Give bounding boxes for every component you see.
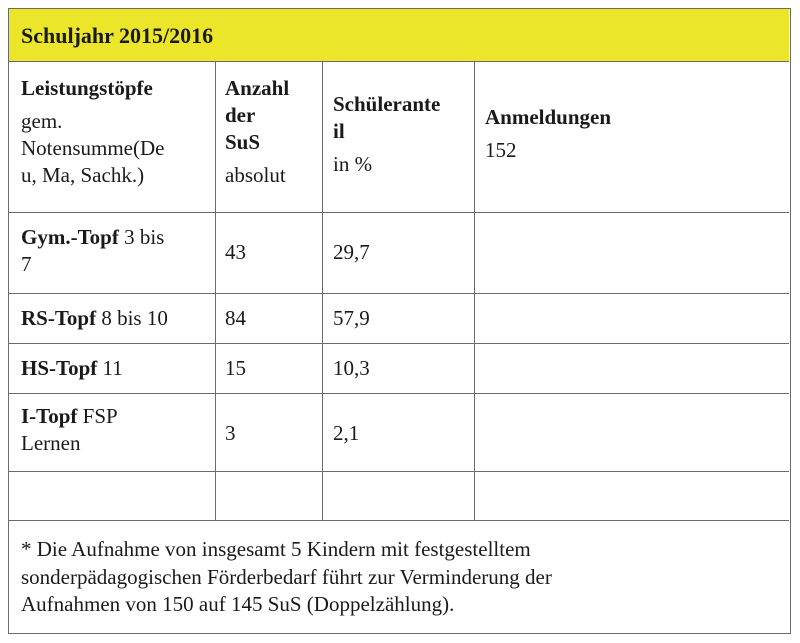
row-4-name-rest-2: Lernen <box>21 430 81 455</box>
rule-below-row-1 <box>9 293 789 294</box>
header-count-line-2: der <box>225 102 256 127</box>
col-divider-1 <box>215 61 216 520</box>
header-count-line-1: Anzahl <box>225 76 290 100</box>
table-row-2-share: 57,9 <box>333 306 370 330</box>
header-share-line-1: Schülerante <box>333 92 441 116</box>
row-2-name-rest: 8 bis 10 <box>96 306 168 330</box>
row-2-name-bold: RS-Topf <box>21 306 97 330</box>
table-row-1-name: Gym.-Topf 3 bis 7 <box>21 224 211 278</box>
header-categories-line-1: gem. <box>21 108 63 133</box>
table-row-1-count: 43 <box>225 240 246 264</box>
table-row-3-count: 15 <box>225 356 246 380</box>
header-count: Anzahl der SuS absolut <box>225 75 320 189</box>
enrollment-table: Schuljahr 2015/2016 Leistungstöpfe gem. … <box>8 8 791 634</box>
table-row-3-share: 10,3 <box>333 356 370 380</box>
header-categories: Leistungstöpfe gem. Notensumme(De u, Ma,… <box>21 75 211 189</box>
header-registrations-title: Anmeldungen <box>485 105 612 129</box>
row-1-name-rest: 3 bis <box>118 225 165 249</box>
header-count-sub: absolut <box>225 162 286 187</box>
col-divider-3 <box>474 61 475 520</box>
header-categories-line-3: u, Ma, Sachk.) <box>21 162 145 187</box>
header-registrations: Anmeldungen 152 <box>485 104 775 164</box>
footnote-line-3: Aufnahmen von 150 auf 145 SuS (Doppelzäh… <box>21 592 455 617</box>
header-share-line-2: il <box>333 118 345 143</box>
table-row-4-count: 3 <box>225 421 236 445</box>
footnote-line-1: * Die Aufnahme von insgesamt 5 Kindern m… <box>21 537 531 561</box>
row-4-name-rest: FSP <box>77 404 118 428</box>
header-share: Schülerante il in % <box>333 91 473 178</box>
rule-below-row-4 <box>9 471 789 472</box>
table-row-2-name: RS-Topf 8 bis 10 <box>21 305 216 332</box>
row-4-name-bold: I-Topf <box>21 404 78 428</box>
row-1-name-bold: Gym.-Topf <box>21 225 119 249</box>
table-row-4-name: I-Topf FSP Lernen <box>21 403 211 457</box>
footnote-line-2: sonderpädagogischen Förderbedarf führt z… <box>21 564 552 589</box>
rule-below-row-3 <box>9 393 789 394</box>
row-3-name-rest: 11 <box>97 356 123 380</box>
rule-above-footnote <box>9 520 789 521</box>
col-divider-2 <box>322 61 323 520</box>
header-categories-line-2: Notensumme(De <box>21 135 165 160</box>
table-row-1-share: 29,7 <box>333 240 370 264</box>
rule-below-header <box>9 212 789 213</box>
header-registrations-value: 152 <box>485 137 517 162</box>
table-row-3-name: HS-Topf 11 <box>21 355 211 382</box>
header-categories-title: Leistungstöpfe <box>21 76 153 100</box>
row-3-name-bold: HS-Topf <box>21 356 98 380</box>
table-row-4-share: 2,1 <box>333 421 360 445</box>
footnote: * Die Aufnahme von insgesamt 5 Kindern m… <box>21 536 781 619</box>
rule-below-row-2 <box>9 343 789 344</box>
header-count-line-3: SuS <box>225 129 261 154</box>
row-1-name-rest-2: 7 <box>21 251 32 276</box>
table-row-2-count: 84 <box>225 306 246 330</box>
rule-below-title <box>9 61 789 62</box>
title-bar <box>9 9 789 61</box>
table-title: Schuljahr 2015/2016 <box>21 23 214 48</box>
header-share-sub: in % <box>333 151 373 176</box>
